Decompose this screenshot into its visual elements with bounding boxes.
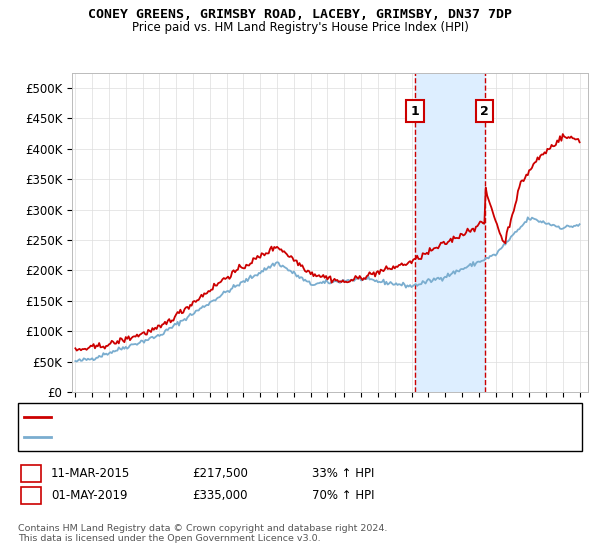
- Text: £217,500: £217,500: [192, 466, 248, 480]
- Text: CONEY GREENS, GRIMSBY ROAD, LACEBY, GRIMSBY, DN37 7DP: CONEY GREENS, GRIMSBY ROAD, LACEBY, GRIM…: [88, 8, 512, 21]
- Text: Contains HM Land Registry data © Crown copyright and database right 2024.
This d: Contains HM Land Registry data © Crown c…: [18, 524, 388, 543]
- Text: 1: 1: [27, 466, 35, 480]
- Text: 2: 2: [480, 105, 489, 118]
- Text: CONEY GREENS, GRIMSBY ROAD, LACEBY, GRIMSBY, DN37 7DP (detached house): CONEY GREENS, GRIMSBY ROAD, LACEBY, GRIM…: [57, 412, 480, 422]
- Text: 33% ↑ HPI: 33% ↑ HPI: [312, 466, 374, 480]
- Text: 70% ↑ HPI: 70% ↑ HPI: [312, 489, 374, 502]
- Text: 11-MAR-2015: 11-MAR-2015: [51, 466, 130, 480]
- Bar: [415, 73, 485, 392]
- Text: Price paid vs. HM Land Registry's House Price Index (HPI): Price paid vs. HM Land Registry's House …: [131, 21, 469, 34]
- Text: 01-MAY-2019: 01-MAY-2019: [51, 489, 128, 502]
- Text: 1: 1: [410, 105, 419, 118]
- Text: HPI: Average price, detached house, North East Lincolnshire: HPI: Average price, detached house, Nort…: [57, 432, 371, 442]
- Text: £335,000: £335,000: [192, 489, 248, 502]
- Text: 2: 2: [27, 489, 35, 502]
